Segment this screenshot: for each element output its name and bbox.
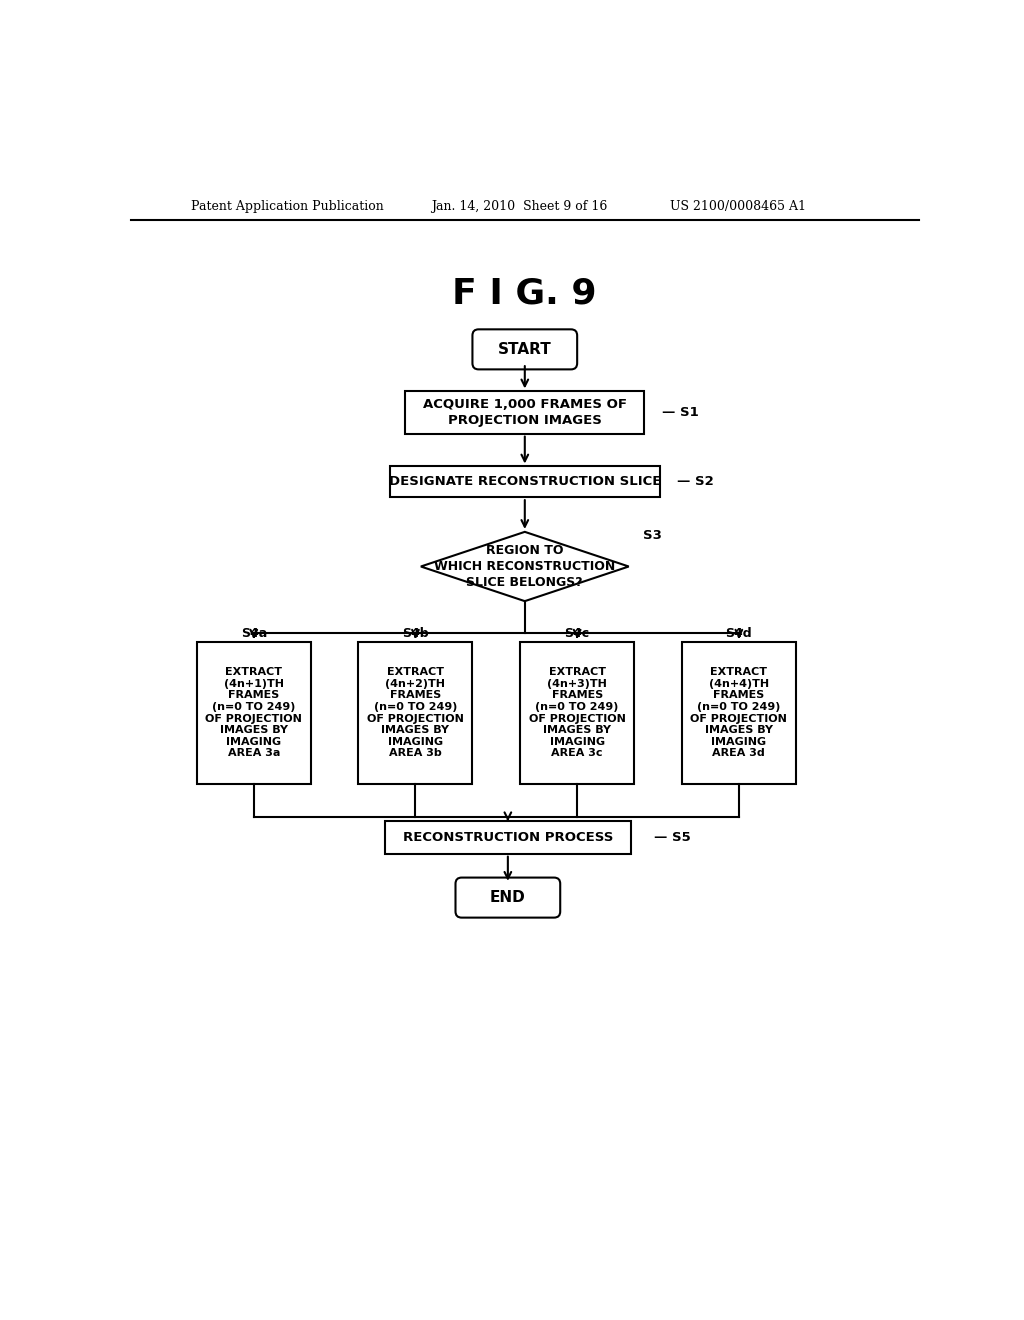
FancyBboxPatch shape <box>456 878 560 917</box>
Text: Jan. 14, 2010  Sheet 9 of 16: Jan. 14, 2010 Sheet 9 of 16 <box>431 199 607 213</box>
Text: EXTRACT
(4n+4)TH
FRAMES
(n=0 TO 249)
OF PROJECTION
IMAGES BY
IMAGING
AREA 3d: EXTRACT (4n+4)TH FRAMES (n=0 TO 249) OF … <box>690 667 787 759</box>
Bar <box>197 642 310 784</box>
Text: S3: S3 <box>643 529 662 543</box>
Text: — S1: — S1 <box>662 407 698 418</box>
Text: ACQUIRE 1,000 FRAMES OF
PROJECTION IMAGES: ACQUIRE 1,000 FRAMES OF PROJECTION IMAGE… <box>423 399 627 426</box>
Text: S4b: S4b <box>402 627 429 640</box>
Bar <box>682 642 796 784</box>
Text: EXTRACT
(4n+2)TH
FRAMES
(n=0 TO 249)
OF PROJECTION
IMAGES BY
IMAGING
AREA 3b: EXTRACT (4n+2)TH FRAMES (n=0 TO 249) OF … <box>367 667 464 759</box>
Bar <box>390 466 659 498</box>
Bar <box>520 642 634 784</box>
Polygon shape <box>421 532 629 601</box>
Text: DESIGNATE RECONSTRUCTION SLICE: DESIGNATE RECONSTRUCTION SLICE <box>389 475 660 488</box>
Bar <box>406 391 644 434</box>
Text: S4d: S4d <box>726 627 753 640</box>
Text: EXTRACT
(4n+1)TH
FRAMES
(n=0 TO 249)
OF PROJECTION
IMAGES BY
IMAGING
AREA 3a: EXTRACT (4n+1)TH FRAMES (n=0 TO 249) OF … <box>206 667 302 759</box>
Text: Patent Application Publication: Patent Application Publication <box>190 199 383 213</box>
Text: REGION TO
WHICH RECONSTRUCTION
SLICE BELONGS?: REGION TO WHICH RECONSTRUCTION SLICE BEL… <box>434 544 615 589</box>
Bar <box>385 821 631 854</box>
Text: — S2: — S2 <box>677 475 714 488</box>
Bar <box>358 642 472 784</box>
Text: — S5: — S5 <box>654 832 691 843</box>
Text: EXTRACT
(4n+3)TH
FRAMES
(n=0 TO 249)
OF PROJECTION
IMAGES BY
IMAGING
AREA 3c: EXTRACT (4n+3)TH FRAMES (n=0 TO 249) OF … <box>528 667 626 759</box>
Text: S4a: S4a <box>241 627 267 640</box>
Text: F I G. 9: F I G. 9 <box>453 276 597 310</box>
Text: S4c: S4c <box>564 627 590 640</box>
Text: US 2100/0008465 A1: US 2100/0008465 A1 <box>670 199 806 213</box>
Text: RECONSTRUCTION PROCESS: RECONSTRUCTION PROCESS <box>402 832 613 843</box>
Text: END: END <box>490 890 525 906</box>
FancyBboxPatch shape <box>472 330 578 370</box>
Text: START: START <box>498 342 552 356</box>
